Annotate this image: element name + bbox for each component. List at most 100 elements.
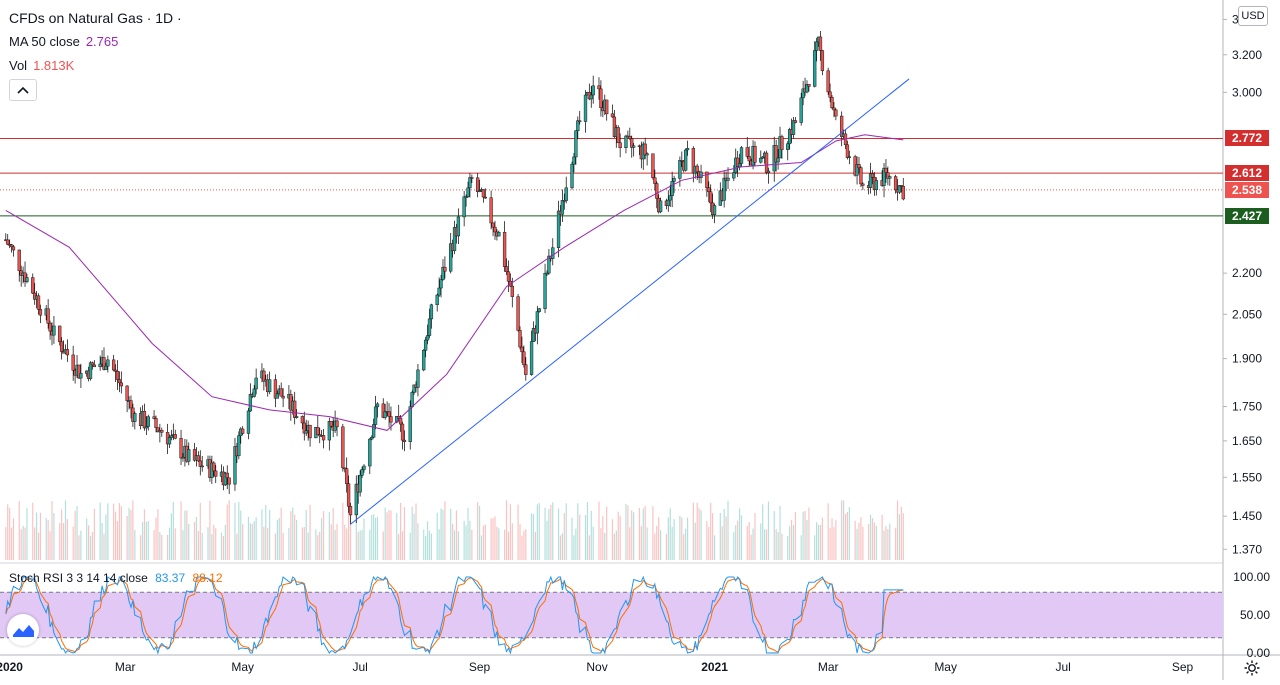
volume-bar [47, 520, 49, 560]
price-tag-resistance: 2.612 [1225, 165, 1269, 182]
candle [125, 385, 129, 401]
volume-bar [887, 529, 889, 560]
candle [672, 178, 676, 182]
candle [497, 232, 501, 237]
volume-bar [738, 508, 741, 560]
volume-bar [721, 526, 723, 560]
candle [516, 296, 520, 331]
volume-bar [101, 523, 103, 560]
candle [237, 435, 241, 457]
volume-bar [403, 507, 406, 560]
volume-bar [546, 520, 548, 560]
time-tick-label: 2020 [0, 660, 23, 674]
candle [591, 85, 595, 96]
volume-bar [195, 517, 198, 560]
candle [248, 393, 253, 412]
volume-bar [72, 526, 74, 560]
volume-bar [467, 507, 469, 560]
volume-bar [444, 501, 446, 560]
volume-bar [517, 504, 519, 560]
candle [645, 153, 649, 156]
gear-icon[interactable] [1243, 659, 1261, 677]
candle [857, 164, 861, 168]
volume-bar [764, 529, 766, 560]
candle [612, 116, 617, 137]
volume-bar [885, 526, 887, 560]
trendline[interactable] [350, 78, 910, 525]
volume-bar [787, 535, 789, 560]
candle [187, 449, 191, 462]
candle [119, 382, 123, 387]
candle [262, 370, 266, 382]
volume-bar [188, 523, 190, 560]
volume-bar [197, 530, 199, 560]
volume-bar [276, 519, 278, 560]
candle [387, 411, 391, 417]
volume-bar [494, 516, 496, 560]
volume-bar [201, 532, 203, 560]
candle [456, 216, 461, 237]
volume-bar [509, 504, 511, 560]
volume-bar [511, 523, 513, 560]
volume-bar [224, 525, 226, 560]
volume-bar [889, 523, 891, 560]
volume-bar [32, 502, 34, 560]
volume-bar [754, 513, 756, 560]
volume-bar [294, 514, 296, 560]
volume-bar [159, 532, 161, 560]
volume-bar [557, 508, 560, 560]
volume-bar [465, 525, 467, 560]
candle [799, 97, 803, 123]
stoch-tick-label: 50.00 [1240, 608, 1270, 622]
volume-bar [199, 502, 201, 560]
volume-bar [282, 532, 284, 560]
volume-bar [269, 509, 271, 560]
volume-bar [712, 513, 714, 560]
volume-bar [357, 531, 359, 560]
candle [801, 88, 805, 99]
volume-bar [679, 515, 681, 560]
candle [624, 135, 628, 148]
volume-bar [808, 507, 810, 560]
volume-bar [752, 528, 754, 560]
candle [547, 255, 551, 274]
tradingview-logo-icon[interactable] [7, 614, 39, 646]
candle [179, 438, 183, 459]
volume-bar [7, 504, 9, 560]
volume-bar [114, 511, 117, 560]
currency-badge[interactable]: USD [1238, 6, 1268, 26]
candle [504, 266, 509, 273]
volume-bar [182, 530, 184, 560]
collapse-legend-button[interactable] [9, 79, 37, 101]
volume-bar [334, 529, 336, 560]
candle [628, 136, 632, 139]
candle [115, 371, 120, 380]
stoch-k-value: 83.37 [155, 571, 186, 585]
candle [678, 160, 682, 179]
volume-bar [450, 508, 452, 560]
volume-bar [765, 529, 768, 560]
volume-bar [590, 510, 592, 560]
candle [543, 272, 547, 309]
volume-bar [821, 517, 823, 560]
candle [200, 465, 204, 468]
volume-bar [779, 505, 781, 560]
volume-bar [319, 531, 321, 560]
candle [360, 469, 364, 476]
candle [764, 152, 769, 173]
volume-bar [303, 527, 305, 560]
price-tick-label: 1.450 [1232, 509, 1262, 523]
candle [117, 379, 122, 384]
volume-bar [76, 506, 78, 560]
candle [493, 226, 497, 233]
volume-bar [563, 513, 565, 560]
volume-bar [359, 530, 361, 560]
volume-bar [604, 532, 606, 560]
volume-bar [215, 528, 217, 560]
volume-bar [209, 500, 211, 560]
candle [643, 143, 647, 156]
volume-bar [735, 525, 737, 560]
volume-bar [673, 519, 675, 560]
